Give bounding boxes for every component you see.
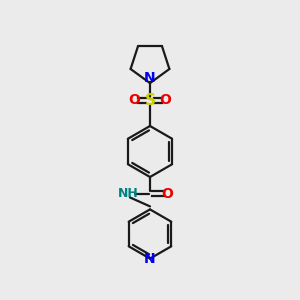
Text: S: S [145, 93, 155, 108]
Text: O: O [160, 94, 172, 107]
Text: O: O [161, 187, 173, 200]
Text: N: N [144, 252, 156, 266]
Text: N: N [144, 71, 156, 85]
Text: NH: NH [118, 187, 139, 200]
Text: O: O [128, 94, 140, 107]
